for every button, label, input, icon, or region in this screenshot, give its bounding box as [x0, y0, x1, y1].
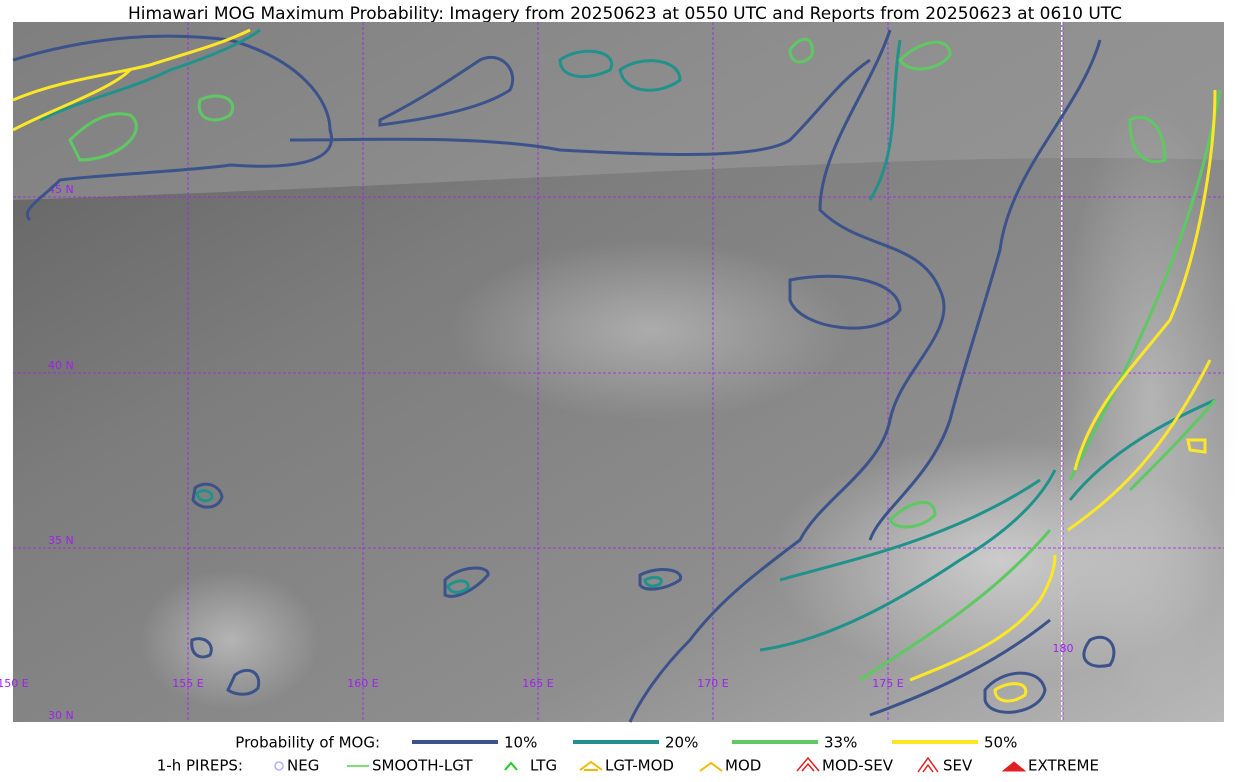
- legend-item: MOD: [725, 757, 761, 775]
- legend-item: LGT-MOD: [605, 757, 674, 775]
- legend-item: EXTREME: [1028, 757, 1099, 775]
- legend-label: Probability of MOG:: [235, 734, 380, 752]
- legend-item: SEV: [943, 757, 973, 775]
- legend-item: LTG: [530, 757, 557, 775]
- lon-label: 175 E: [872, 677, 903, 690]
- modsev-symbol: [796, 756, 820, 772]
- mod-symbol: [699, 761, 723, 772]
- ltg-symbol: [504, 761, 518, 771]
- lon-label: 170 E: [697, 677, 728, 690]
- lon-label: 150 E: [0, 677, 29, 690]
- imagery: [13, 22, 1240, 722]
- lat-label: 30 N: [48, 709, 74, 722]
- legend-item: 50%: [984, 734, 1017, 752]
- sev-symbol: [917, 756, 939, 773]
- lat-label: 40 N: [48, 359, 74, 372]
- lon-label: 165 E: [522, 677, 553, 690]
- contours: [12, 28, 1222, 723]
- legend: Probability of MOG: 10% 20% 33% 50% 1-h PIREP…: [157, 734, 1099, 775]
- title: Himawari MOG Maximum Probability: Imager…: [128, 4, 1122, 24]
- legend-item: 20%: [665, 734, 698, 752]
- lgtmod-symbol: [579, 760, 603, 771]
- lon-label: 155 E: [172, 677, 203, 690]
- neg-symbol: [274, 761, 284, 771]
- legend-item: 33%: [824, 734, 857, 752]
- lat-label: 35 N: [48, 534, 74, 547]
- legend-item: MOD-SEV: [822, 757, 894, 775]
- lon-label: 180: [1053, 642, 1074, 655]
- lon-label: 160 E: [347, 677, 378, 690]
- legend-item: 10%: [504, 734, 537, 752]
- extreme-symbol: [1001, 761, 1027, 772]
- legend-item: SMOOTH-LGT: [372, 757, 473, 775]
- legend-label: 1-h PIREPS:: [157, 757, 243, 775]
- legend-item: NEG: [287, 757, 319, 775]
